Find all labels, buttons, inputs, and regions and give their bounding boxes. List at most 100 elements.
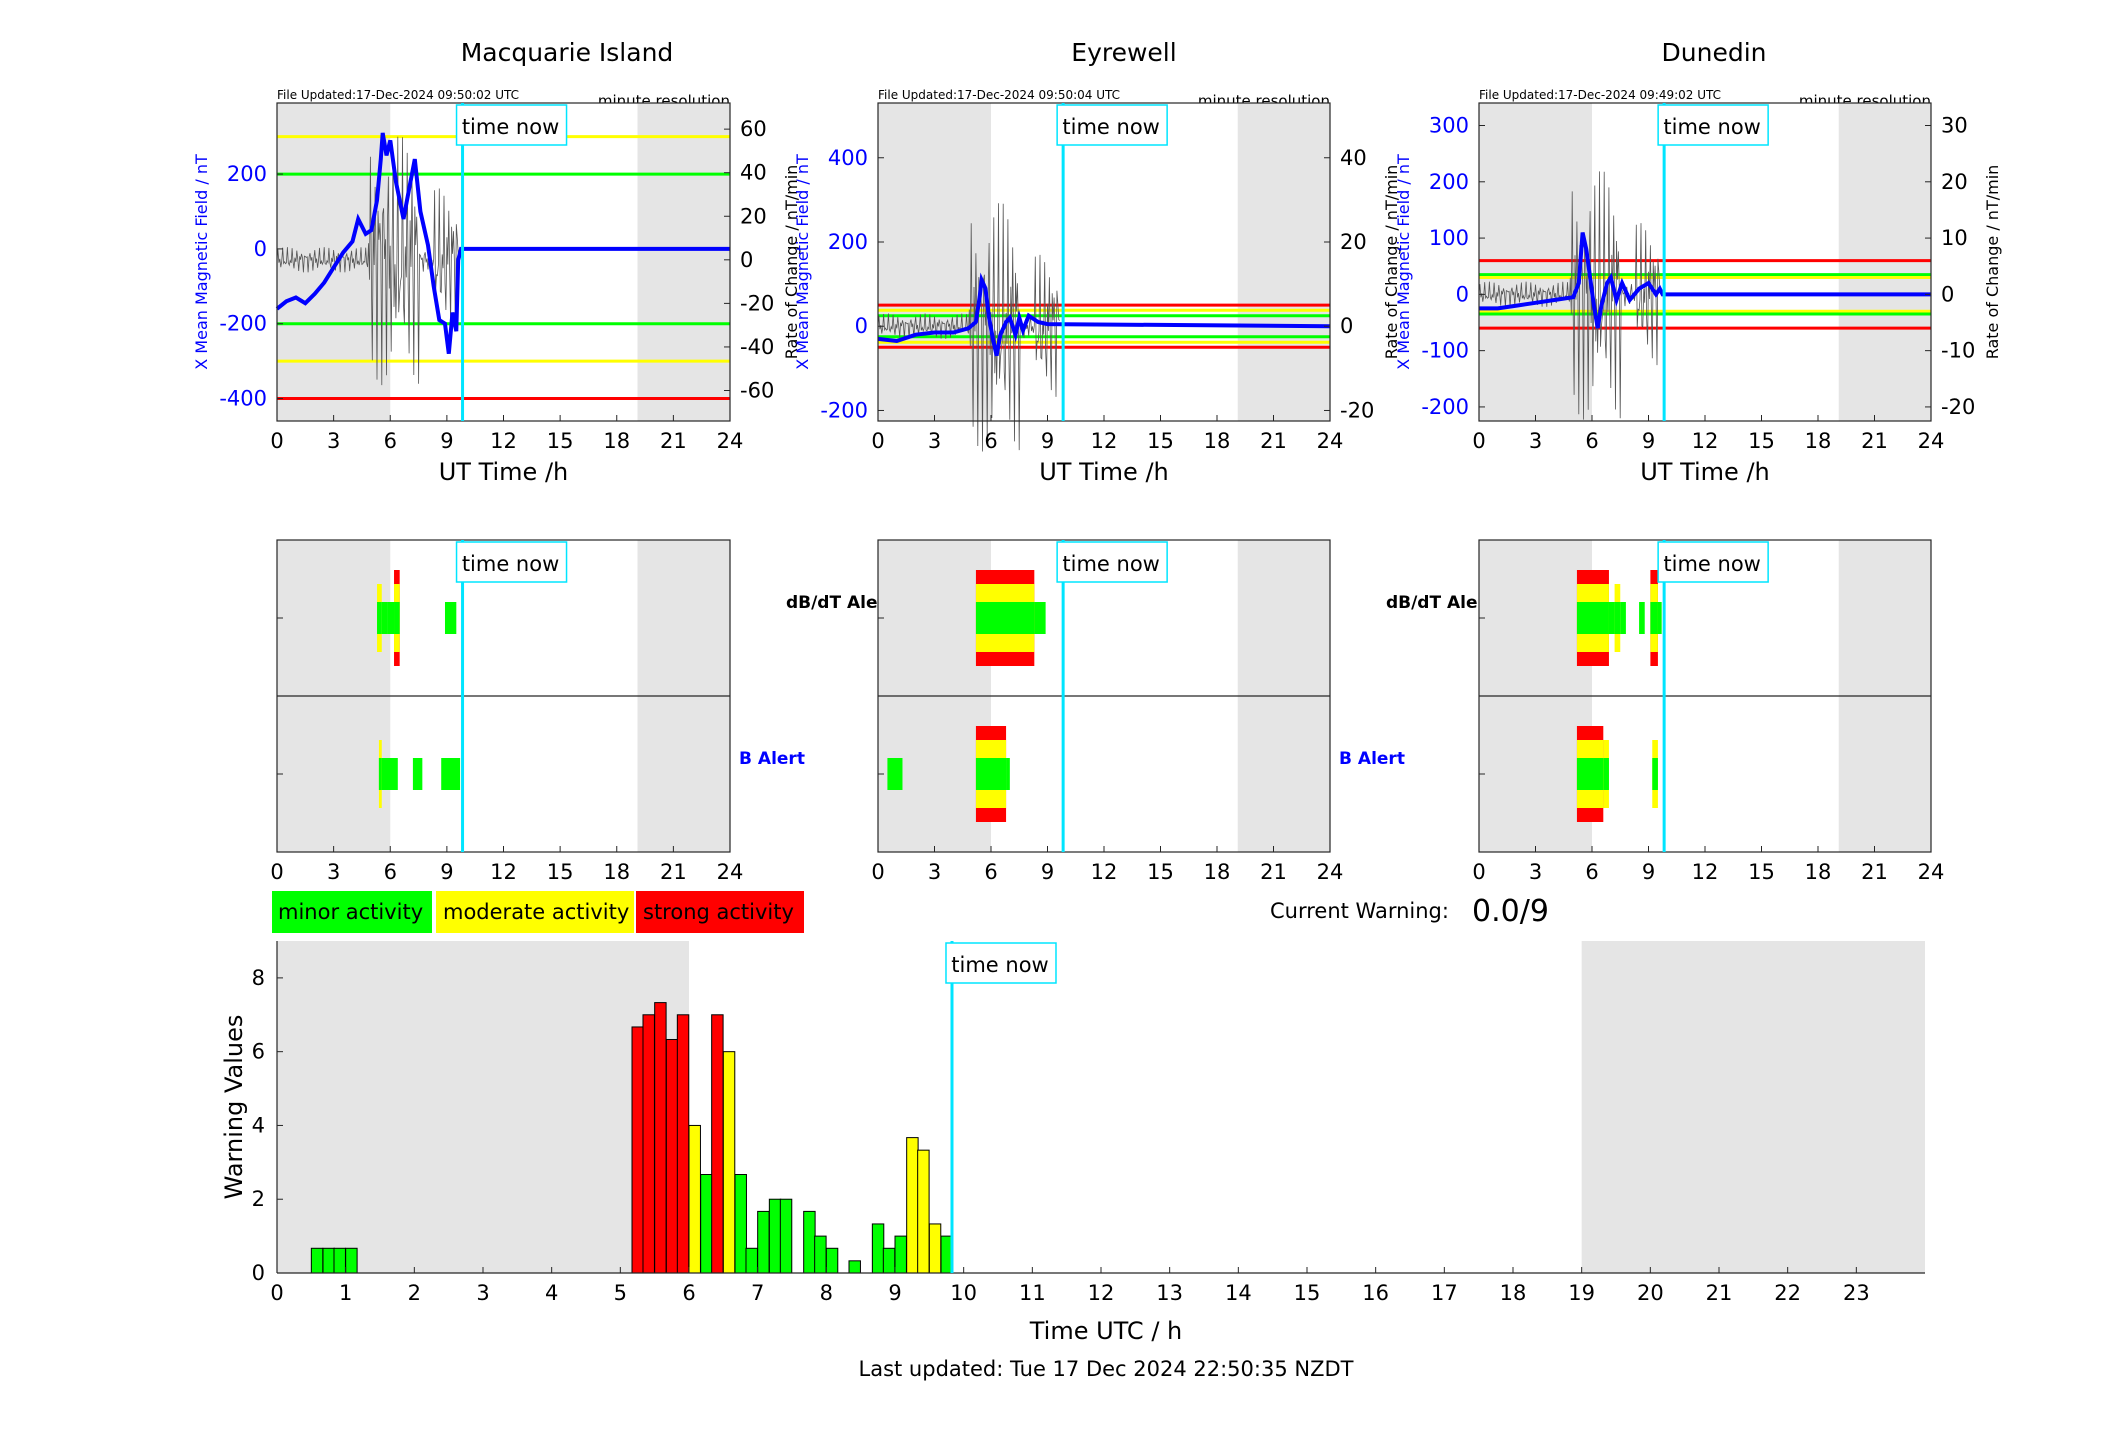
x-tick-label: 20 [1637,1281,1664,1305]
x-tick-label: 10 [950,1281,977,1305]
warning-bar-22 [871,1223,885,1274]
x-tick-label: 21 [1861,429,1888,453]
warning-bar-21 [848,1260,861,1274]
dbdt-alert-label: dB/dT Alert [1386,593,1494,613]
time-now-label: time now [462,115,559,139]
y-tick-label: -100 [1421,339,1469,363]
y-axis-label: X Mean Magnetic Field / nT [793,154,812,370]
dbdt-block-3 [1620,602,1626,634]
x-tick-label: 15 [547,860,574,884]
x-tick-label: 18 [603,429,630,453]
b-alert-block-green-1 [975,758,1007,790]
x-tick-label: 15 [1147,860,1174,884]
y-tick-label: -400 [219,387,267,411]
y-tick-label: -200 [219,312,267,336]
y-right-tick-label: 20 [1340,230,1367,254]
x-tick-label: 3 [476,1281,489,1305]
x-tick-label: 21 [1260,860,1287,884]
dbdt-block-1 [381,602,388,634]
x-axis-label: UT Time /h [439,458,569,486]
b-alert-block-0 [378,758,398,790]
x-tick-label: 24 [717,860,744,884]
b-alert-block-2 [1006,758,1010,790]
time-now-box [1657,541,1769,583]
b-alert-block-green-1 [378,758,382,790]
warning-bar-24 [894,1235,907,1274]
y-right-tick-label: -40 [740,335,774,359]
y-right-tick-label: -20 [740,291,774,315]
x-tick-label: 0 [871,429,884,453]
x-tick-label: 3 [1529,429,1542,453]
panel-title-dun: Dunedin [1662,38,1767,67]
last-updated: Last updated: Tue 17 Dec 2024 22:50:35 N… [859,1357,1354,1381]
x-tick-label: 18 [603,860,630,884]
night-shade-0 [277,941,689,1273]
warning-bar-1 [322,1247,335,1274]
current-warning-label: Current Warning: [1270,899,1449,923]
dbdt-block-green-0 [377,602,382,634]
y-right-tick-label: 60 [740,117,767,141]
warning-bar-4 [631,1026,644,1274]
y-right-tick-label: 10 [1941,226,1968,250]
y-right-tick-label: 40 [1340,146,1367,170]
dbdt-block-green-3 [394,602,400,634]
time-now-label: time now [1062,552,1159,576]
warning-bar-16 [768,1198,782,1274]
x-tick-label: 14 [1225,1281,1252,1305]
y-right-axis-label: Rate of Change / nT/min [1983,165,2002,360]
x-tick-label: 0 [270,1281,283,1305]
x-tick-label: 24 [1918,860,1945,884]
dbdt-block-6 [1657,602,1662,634]
x-tick-label: 21 [660,429,687,453]
y-tick-label: 4 [252,1113,265,1137]
time-now-box [1657,104,1769,146]
dbdt-block-4 [444,602,457,634]
x-tick-label: 12 [1088,1281,1115,1305]
night-shade-1 [1581,941,1925,1273]
y-tick-label: 6 [252,1040,265,1064]
y-tick-label: 2 [252,1187,265,1211]
x-tick-label: 17 [1431,1281,1458,1305]
y-right-tick-label: -20 [1340,398,1374,422]
x-tick-label: 6 [682,1281,695,1305]
y-tick-label: 300 [1429,114,1469,138]
x-tick-label: 0 [1472,860,1485,884]
warning-bar-19 [814,1235,827,1274]
x-tick-label: 15 [1748,429,1775,453]
x-tick-label: 15 [547,429,574,453]
x-tick-label: 6 [984,860,997,884]
x-tick-label: 24 [717,429,744,453]
y-tick-label: 0 [252,1261,265,1285]
x-tick-label: 15 [1748,860,1775,884]
b-alert-block-3 [441,758,461,790]
warning-bar-26 [917,1149,930,1274]
x-tick-label: 0 [871,860,884,884]
time-now-box [1056,541,1168,583]
legend-moderate-label: moderate activity [443,900,629,924]
x-tick-label: 24 [1317,860,1344,884]
warning-bar-9 [688,1124,701,1274]
x-tick-label: 24 [1918,429,1945,453]
time-now-label: time now [1062,115,1159,139]
dbdt-block-2 [387,602,395,634]
warning-bar-3 [345,1247,358,1274]
b-alert-block-green-2 [1652,758,1658,790]
b-alert-block-green-1 [1603,758,1609,790]
x-tick-label: 21 [1260,429,1287,453]
x-tick-label: 9 [1041,860,1054,884]
x-tick-label: 21 [1706,1281,1733,1305]
y-right-tick-label: -20 [1941,395,1975,419]
y-right-tick-label: 20 [740,204,767,228]
panel-title-eyr: Eyrewell [1071,38,1176,67]
x-tick-label: 3 [1529,860,1542,884]
warning-bar-0 [310,1247,324,1274]
warning-bar-23 [882,1247,896,1274]
x-tick-label: 12 [1091,429,1118,453]
b-alert-block-2 [412,758,423,790]
x-tick-label: 18 [1500,1281,1527,1305]
warning-bar-10 [700,1174,713,1274]
